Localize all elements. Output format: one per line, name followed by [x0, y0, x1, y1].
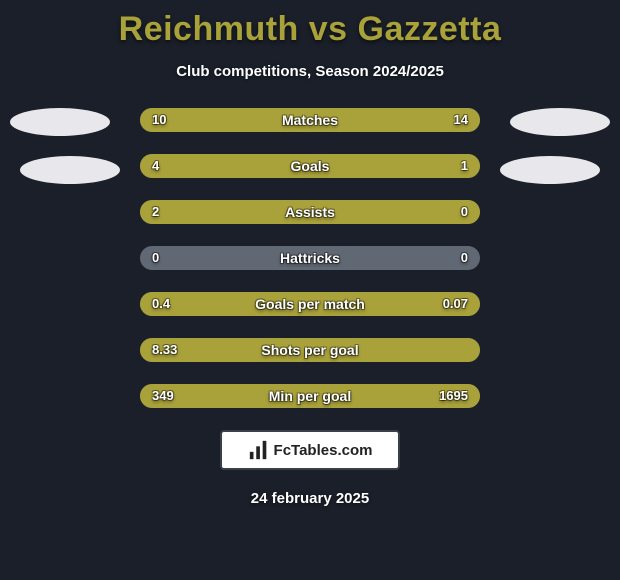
- stat-row: Shots per goal8.33: [0, 338, 620, 362]
- stat-row: Goals4 1: [0, 154, 620, 178]
- stat-value-right: 14: [454, 108, 468, 132]
- stat-value-left: 10: [152, 108, 166, 132]
- branding-text: FcTables.com: [274, 442, 373, 459]
- bar-chart-icon: [248, 439, 270, 461]
- stat-value-left: 2: [152, 200, 159, 224]
- stat-label: Goals: [140, 154, 480, 178]
- comparison-chart: Matches1014Goals41Assists20Hattricks00Go…: [0, 108, 620, 408]
- stat-value-right: 0.07: [443, 292, 468, 316]
- stat-row: Assists2 0: [0, 200, 620, 224]
- stat-value-right: 0: [461, 200, 468, 224]
- comparison-card: Reichmuth vs Gazzetta Club competitions,…: [0, 0, 620, 580]
- stat-row: Min per goal349 1695: [0, 384, 620, 408]
- stat-value-right: 1: [461, 154, 468, 178]
- stat-value-left: 4: [152, 154, 159, 178]
- stat-value-left: 349: [152, 384, 174, 408]
- stat-label: Hattricks: [140, 246, 480, 270]
- stat-label: Matches: [140, 108, 480, 132]
- stat-value-left: 8.33: [152, 338, 177, 362]
- stat-row: Goals per match0.4 0.07: [0, 292, 620, 316]
- stat-row: Hattricks0 0: [0, 246, 620, 270]
- stat-label: Shots per goal: [140, 338, 480, 362]
- stat-label: Min per goal: [140, 384, 480, 408]
- branding-badge[interactable]: FcTables.com: [220, 430, 400, 470]
- subtitle: Club competitions, Season 2024/2025: [0, 63, 620, 80]
- stat-value-left: 0.4: [152, 292, 170, 316]
- stat-value-left: 0: [152, 246, 159, 270]
- stat-value-right: 0: [461, 246, 468, 270]
- stat-label: Goals per match: [140, 292, 480, 316]
- stat-label: Assists: [140, 200, 480, 224]
- stat-value-right: 1695: [439, 384, 468, 408]
- date-label: 24 february 2025: [0, 490, 620, 507]
- page-title: Reichmuth vs Gazzetta: [0, 10, 620, 49]
- stat-row: Matches10 14: [0, 108, 620, 132]
